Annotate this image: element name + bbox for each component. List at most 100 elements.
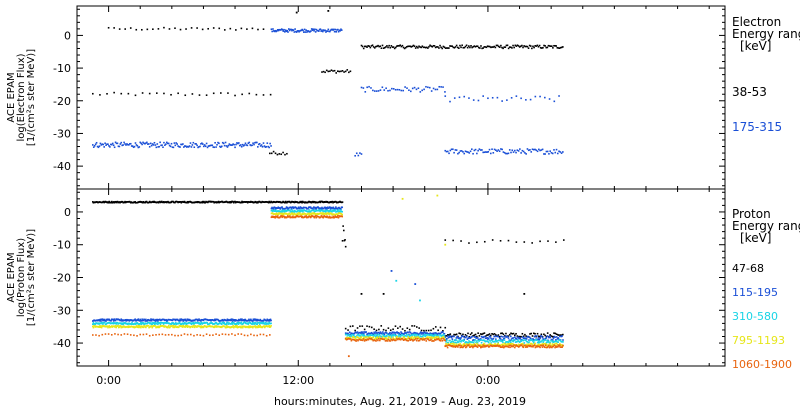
- data-point: [559, 339, 561, 341]
- data-point: [431, 336, 433, 339]
- data-point: [544, 96, 546, 99]
- data-point: [405, 339, 408, 342]
- data-point: [474, 344, 477, 346]
- data-point: [548, 153, 550, 155]
- data-point: [178, 321, 181, 324]
- data-point: [152, 144, 155, 146]
- data-point: [260, 144, 263, 146]
- y-label-line: [1/(cm²s ster MeV)]: [26, 229, 37, 326]
- data-point: [119, 319, 122, 322]
- data-point: [193, 334, 195, 337]
- data-point: [181, 322, 184, 324]
- data-point: [394, 339, 396, 342]
- data-point: [480, 341, 483, 344]
- data-point: [374, 333, 376, 336]
- data-point: [299, 212, 301, 214]
- data-point: [498, 335, 501, 338]
- data-point: [218, 27, 221, 30]
- data-point: [240, 333, 243, 335]
- data-point: [486, 334, 488, 336]
- data-point: [305, 29, 307, 31]
- data-point: [379, 331, 382, 333]
- data-point: [506, 99, 508, 101]
- data-point: [468, 97, 470, 99]
- data-point: [102, 318, 105, 321]
- data-point: [231, 144, 233, 146]
- data-point: [532, 338, 534, 340]
- data-point: [153, 323, 156, 325]
- data-point: [255, 93, 258, 96]
- data-point: [514, 336, 516, 338]
- data-point: [369, 336, 371, 338]
- data-point: [311, 29, 314, 32]
- data-point: [401, 197, 404, 200]
- proton-y-ticks: 0-10-20-30-40: [53, 191, 725, 364]
- data-point: [392, 336, 394, 339]
- data-point: [487, 340, 489, 343]
- data-point: [148, 326, 151, 328]
- data-point: [114, 141, 117, 144]
- data-point: [497, 45, 500, 48]
- data-point: [514, 334, 516, 337]
- y-tick-label: -30: [53, 304, 71, 317]
- data-point: [231, 318, 233, 320]
- data-point: [322, 216, 325, 219]
- data-point: [114, 325, 117, 327]
- data-point: [455, 44, 458, 47]
- data-point: [270, 145, 272, 147]
- data-point: [287, 215, 289, 217]
- data-point: [443, 339, 446, 341]
- data-point: [394, 338, 397, 340]
- data-point: [329, 206, 331, 209]
- data-point: [177, 145, 179, 147]
- data-point: [423, 333, 426, 336]
- data-point: [326, 208, 328, 210]
- data-point: [449, 333, 452, 335]
- data-point: [547, 344, 550, 347]
- data-point: [361, 339, 363, 341]
- data-point: [148, 146, 151, 148]
- data-point: [389, 46, 392, 49]
- data-point: [136, 319, 139, 321]
- data-point: [314, 214, 317, 216]
- data-point: [126, 325, 129, 328]
- data-point: [436, 88, 439, 91]
- data-point: [449, 343, 452, 345]
- data-point: [559, 46, 562, 49]
- data-point: [506, 335, 509, 338]
- data-point: [344, 332, 347, 334]
- data-point: [463, 95, 466, 98]
- data-point: [325, 213, 328, 216]
- data-point: [218, 142, 220, 145]
- data-point: [469, 333, 472, 336]
- data-point: [151, 326, 154, 329]
- data-point: [453, 333, 455, 336]
- data-point: [256, 323, 258, 326]
- data-point: [520, 97, 522, 100]
- data-point: [541, 343, 544, 345]
- data-point: [323, 207, 325, 210]
- data-point: [110, 143, 113, 146]
- data-point: [142, 319, 145, 322]
- data-point: [478, 335, 481, 337]
- data-point: [528, 341, 530, 344]
- data-point: [456, 335, 458, 338]
- legend-title-line: [keV]: [740, 39, 771, 53]
- data-point: [184, 319, 186, 322]
- data-point: [159, 200, 161, 203]
- data-point: [530, 151, 533, 153]
- data-point: [185, 146, 188, 148]
- data-point: [522, 335, 525, 338]
- data-point: [429, 44, 431, 47]
- data-point: [384, 340, 387, 342]
- data-point: [180, 143, 182, 146]
- data-point: [243, 318, 245, 321]
- data-point: [399, 325, 402, 328]
- data-point: [341, 206, 344, 209]
- data-point: [482, 344, 484, 346]
- data-point: [483, 346, 485, 348]
- data-point: [103, 319, 105, 322]
- data-point: [443, 332, 446, 335]
- data-point: [407, 339, 410, 342]
- data-point: [422, 46, 425, 49]
